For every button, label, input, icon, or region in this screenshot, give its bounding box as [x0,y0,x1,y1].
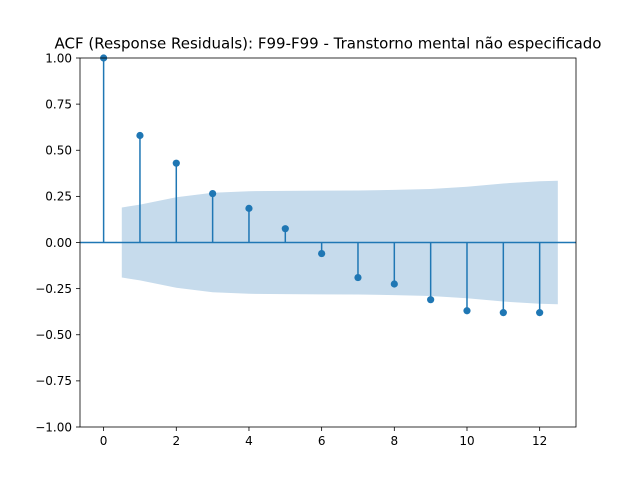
x-tick-label: 0 [100,434,108,448]
y-tick-label: −0.75 [35,374,72,388]
acf-marker [463,307,471,315]
y-tick-label: 0.00 [45,236,72,250]
acf-marker [245,204,253,212]
acf-marker [390,280,398,288]
chart-title: ACF (Response Residuals): F99-F99 - Tran… [54,35,601,53]
acf-marker [281,225,289,233]
acf-marker [136,131,144,140]
y-tick-label: 0.75 [45,97,72,111]
acf-marker [536,309,544,317]
acf-marker [499,309,507,317]
y-tick-label: −0.50 [35,328,72,342]
x-tick-label: 6 [318,434,326,448]
acf-marker [209,190,217,198]
acf-marker [354,273,362,282]
x-tick-label: 2 [172,434,180,448]
acf-marker [318,249,326,258]
plot-area [80,54,576,317]
y-tick-label: −0.25 [35,282,72,296]
acf-marker [172,159,180,167]
y-tick-label: 0.50 [45,144,72,158]
y-tick-label: 0.25 [45,190,72,204]
x-tick-label: 8 [390,434,398,448]
x-tick-label: 12 [532,434,547,448]
y-tick-label: 1.00 [45,51,72,65]
y-tick-label: −1.00 [35,420,72,434]
axes: 0 2 4 6 8 10 12 −1.00 −0.75 −0.50 −0.25 0.00 0.25 0.5… [35,51,577,448]
x-tick-label: 4 [245,434,253,448]
x-tick-label: 10 [459,434,474,448]
acf-marker [427,296,435,304]
